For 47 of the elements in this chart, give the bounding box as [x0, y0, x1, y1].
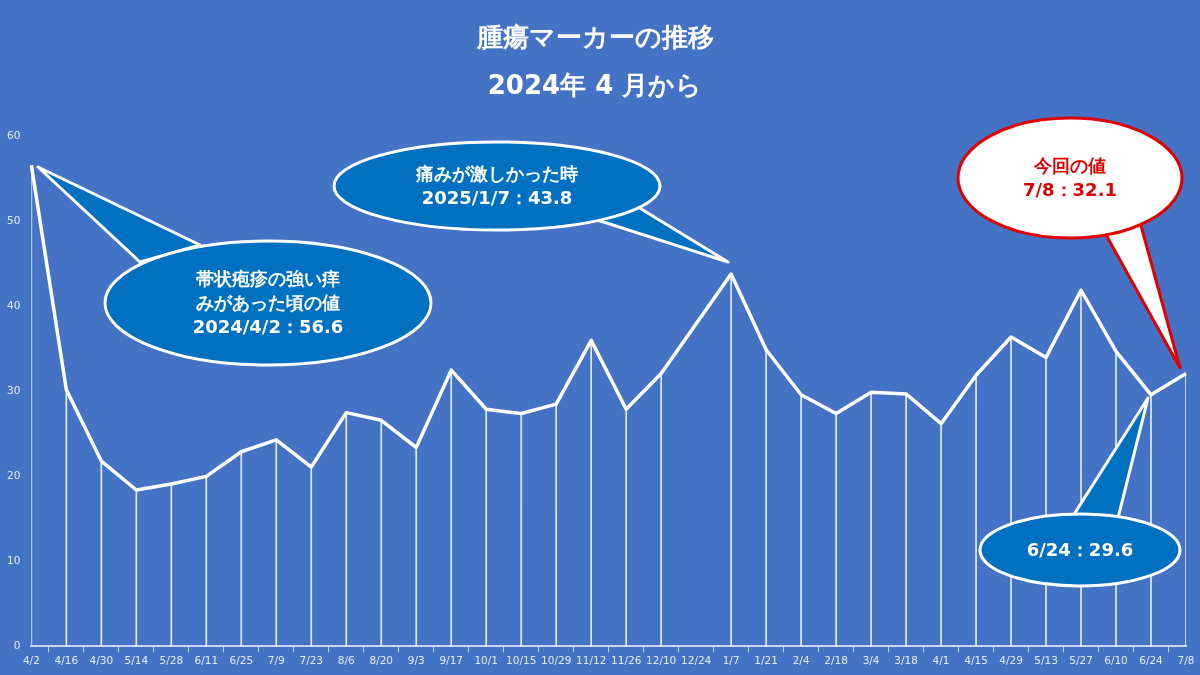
y-tick-label: 50: [6, 214, 21, 227]
x-tick-label: 6/11: [194, 654, 219, 667]
chart-subtitle: 2024年 4 月から: [487, 69, 703, 100]
y-tick-label: 40: [6, 299, 21, 312]
x-tick-label: 6/10: [1104, 654, 1128, 667]
x-tick-label: 12/10: [646, 654, 677, 667]
x-tick-label: 5/28: [159, 654, 184, 667]
y-tick-label: 30: [6, 384, 21, 397]
x-tick-label: 7/8: [1177, 654, 1195, 667]
x-tick-label: 5/14: [124, 654, 149, 667]
x-tick-label: 3/4: [862, 654, 880, 667]
x-tick-label: 10/1: [474, 654, 499, 667]
x-tick-label: 9/3: [407, 654, 425, 667]
x-tick-label: 2/18: [824, 654, 848, 667]
annotation: 帯状疱疹の強い痒みがあった頃の値 2024/4/2：56.6: [191, 267, 345, 339]
x-tick-label: 11/26: [611, 654, 642, 667]
x-tick-label: 11/12: [576, 654, 607, 667]
x-tick-label: 10/15: [506, 654, 537, 667]
x-tick-label: 8/6: [337, 654, 356, 667]
x-tick-label: 4/29: [999, 654, 1023, 667]
x-tick-label: 4/30: [89, 654, 114, 667]
y-tick-label: 20: [6, 469, 21, 482]
x-tick-label: 4/16: [54, 654, 79, 667]
annotation: 今回の値 7/8：32.1: [1021, 154, 1118, 202]
x-tick-label: 3/18: [894, 654, 918, 667]
x-tick-label: 1/21: [754, 654, 778, 667]
x-tick-label: 10/29: [541, 654, 572, 667]
x-tick-label: 4/1: [932, 654, 950, 667]
y-tick-label: 60: [6, 129, 21, 142]
x-tick-label: 8/20: [369, 654, 394, 667]
annotation: 6/24：29.6: [1025, 538, 1135, 562]
x-tick-label: 7/23: [299, 654, 324, 667]
x-tick-label: 6/24: [1139, 654, 1164, 667]
x-tick-label: 9/17: [439, 654, 464, 667]
y-tick-label: 0: [13, 639, 21, 652]
x-tick-label: 12/24: [681, 654, 712, 667]
x-tick-label: 6/25: [229, 654, 254, 667]
x-tick-label: 5/27: [1069, 654, 1093, 667]
x-tick-label: 4/15: [964, 654, 988, 667]
x-tick-label: 5/13: [1034, 654, 1058, 667]
x-tick-label: 4/2: [22, 654, 40, 667]
x-tick-label: 2/4: [792, 654, 810, 667]
x-tick-label: 1/7: [722, 654, 740, 667]
x-tick-label: 7/9: [267, 654, 285, 667]
annotation: 痛みが激しかった時 2025/1/7：43.8: [415, 162, 579, 210]
y-tick-label: 10: [6, 554, 21, 567]
chart-title: 腫瘍マーカーの推移: [475, 22, 714, 53]
